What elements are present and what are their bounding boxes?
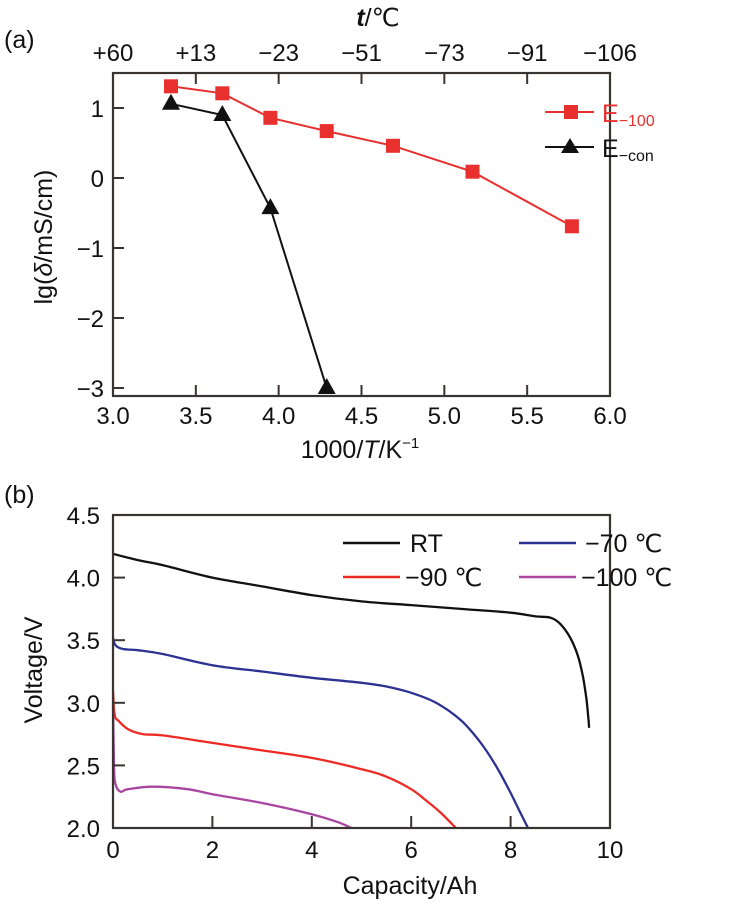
data-point-e-con — [213, 105, 232, 121]
x-tick-label-b: 2 — [206, 837, 219, 864]
plot-frame-b — [111, 513, 612, 830]
y-tick-label-b: 4.5 — [67, 503, 100, 530]
plot-frame-a — [111, 71, 612, 398]
x-tick-label-a: 6.0 — [593, 403, 626, 430]
x-tick-label-b: 6 — [405, 837, 418, 864]
legend-triangle-marker-icon — [561, 138, 579, 153]
legend-item-rt: RT — [343, 530, 443, 558]
data-point-e-100 — [215, 86, 230, 101]
y-tick-label-b: 3.0 — [67, 691, 100, 718]
panel-b-discharge-chart: (b) 0 2 4 6 8 10 4.5 4.0 3.5 3.0 2.5 2.0 Capacity/… — [4, 481, 672, 900]
y-axis-a: 1 0 −1 −2 −3 — [77, 96, 124, 403]
data-point-e-100 — [564, 219, 579, 234]
legend-label-e-100-main: E — [602, 100, 619, 128]
y-tick-label-a: 0 — [91, 166, 104, 193]
data-point-e-100 — [465, 164, 480, 179]
discharge-curve-minus70 — [111, 637, 530, 829]
legend-item-minus90: −90 ℃ — [343, 564, 482, 592]
y-axis-title-a-part1: lg( — [30, 276, 58, 304]
panel-a-label: (a) — [4, 26, 35, 54]
data-point-e-100 — [319, 124, 334, 139]
legend-item-minus100: −100 ℃ — [519, 564, 672, 592]
x-axis-title-a: 1000/T/K−1 — [301, 435, 420, 464]
legend-label-minus70: −70 ℃ — [585, 530, 662, 558]
legend-label-minus100: −100 ℃ — [581, 564, 672, 592]
discharge-curve-rt — [112, 552, 591, 728]
data-point-e-con — [317, 378, 336, 394]
panel-b-label: (b) — [4, 481, 35, 509]
x-axis-title-a-var: T — [363, 436, 380, 464]
x-axis-title-a-part1: 1000/ — [301, 436, 364, 464]
top-x-tick-label: −73 — [424, 40, 465, 67]
series-line-e-con — [170, 102, 328, 389]
y-tick-label-b: 4.0 — [67, 566, 100, 593]
legend-item-e-con: E−con — [545, 135, 654, 165]
legend-label-e-100-sub: −100 — [619, 113, 655, 130]
y-tick-label-b: 2.5 — [67, 753, 100, 780]
x-tick-label-a: 3.0 — [96, 403, 129, 430]
top-x-tick-label: +13 — [175, 40, 216, 67]
legend-item-minus70: −70 ℃ — [519, 530, 662, 558]
x-tick-label-b: 4 — [305, 837, 318, 864]
legend-b: RT −70 ℃ −90 ℃ −100 ℃ — [343, 530, 672, 592]
x-axis-title-b: Capacity/Ah — [343, 872, 478, 900]
series-line-e-100 — [170, 85, 573, 228]
legend-label-e-con: E−con — [602, 135, 654, 165]
data-point-e-con — [161, 93, 180, 110]
y-tick-label-b: 2.0 — [67, 816, 100, 843]
legend-label-rt: RT — [410, 530, 443, 558]
top-x-axis-title-unit: /℃ — [365, 4, 400, 32]
data-point-e-100 — [163, 79, 178, 94]
y-axis-title-a: lg(δ/mS/cm) — [30, 170, 58, 305]
y-tick-label-a: −1 — [77, 236, 104, 263]
x-tick-label-b: 8 — [504, 837, 517, 864]
x-axis-a: 3.0 3.5 4.0 4.5 5.0 5.5 6.0 — [96, 385, 627, 430]
x-tick-label-a: 3.5 — [179, 403, 212, 430]
top-x-axis-title-var: t — [356, 4, 366, 32]
discharge-curve-minus100 — [111, 702, 353, 830]
panel-a-conductivity-chart: (a) t/℃ +60 +13 −23 −51 −73 −91 −106 3.0 3.5 4.0… — [4, 4, 655, 464]
series-group-a — [161, 79, 579, 394]
legend-label-e-con-main: E — [602, 135, 619, 163]
top-x-tick-label: −91 — [507, 40, 548, 67]
x-tick-label-b: 0 — [106, 837, 119, 864]
x-axis-b: 0 2 4 6 8 10 — [106, 816, 623, 864]
x-axis-title-a-part2: /K — [379, 436, 403, 464]
y-axis-b: 4.5 4.0 3.5 3.0 2.5 2.0 — [67, 503, 125, 843]
data-point-e-con — [261, 198, 280, 215]
x-tick-label-b: 10 — [597, 837, 624, 864]
legend-a: E−100 E−con — [545, 100, 655, 165]
x-axis-title-a-exp: −1 — [402, 435, 419, 452]
y-tick-label-b: 3.5 — [67, 628, 100, 655]
x-tick-label-a: 4.5 — [345, 403, 378, 430]
y-axis-title-a-part2: /mS/cm) — [30, 170, 58, 263]
x-tick-label-a: 4.0 — [262, 403, 295, 430]
y-axis-title-b: Voltage/V — [20, 616, 48, 723]
data-point-e-100 — [263, 110, 278, 125]
top-x-tick-label: +60 — [93, 40, 134, 67]
y-tick-label-a: −2 — [77, 306, 104, 333]
y-tick-label-a: −3 — [77, 376, 104, 403]
y-axis-title-a-var: δ — [30, 262, 58, 277]
top-x-tick-label: −51 — [341, 40, 382, 67]
top-x-tick-label: −23 — [258, 40, 299, 67]
legend-item-e-100: E−100 — [545, 100, 655, 130]
top-x-axis: +60 +13 −23 −51 −73 −91 −106 — [93, 40, 637, 84]
series-group-b — [111, 552, 591, 830]
x-tick-label-a: 5.5 — [510, 403, 543, 430]
top-x-axis-title: t/℃ — [356, 4, 399, 32]
legend-label-e-con-sub: −con — [619, 148, 654, 165]
top-x-tick-label: −106 — [583, 40, 637, 67]
discharge-curve-minus90 — [111, 690, 457, 829]
legend-label-e-100: E−100 — [602, 100, 655, 130]
legend-label-minus90: −90 ℃ — [405, 564, 482, 592]
legend-square-marker-icon — [564, 105, 578, 119]
x-tick-label-a: 5.0 — [428, 403, 461, 430]
data-point-e-100 — [385, 138, 400, 153]
y-tick-label-a: 1 — [91, 96, 104, 123]
